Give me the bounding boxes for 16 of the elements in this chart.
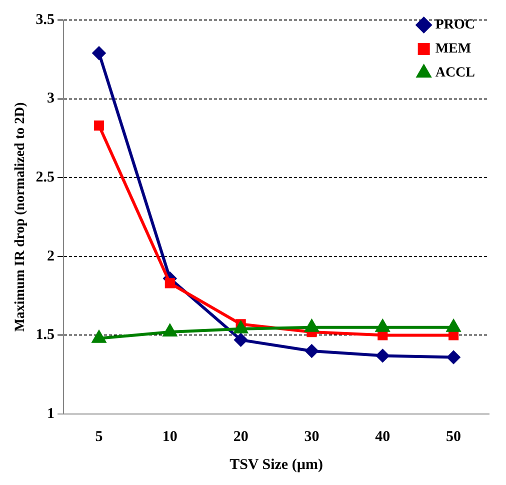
- y-tick-label: 3.5: [36, 12, 55, 28]
- y-axis-title: Maximum IR drop (normalized to 2D): [13, 102, 28, 332]
- x-tick-label: 50: [446, 428, 462, 445]
- y-tick-label: 2.5: [36, 169, 55, 186]
- legend-label: MEM: [435, 42, 472, 57]
- y-tick-label: 3: [47, 90, 55, 107]
- x-tick-label: 30: [304, 428, 320, 445]
- legend-label: ACCL: [435, 66, 476, 81]
- x-axis-title: TSV Size (µm): [230, 456, 323, 473]
- y-tick-label: 1.5: [36, 327, 55, 344]
- x-tick-label: 40: [375, 428, 390, 445]
- y-tick-label: 2: [47, 248, 55, 264]
- x-tick-label: 10: [162, 428, 178, 445]
- x-tick-label: 5: [95, 428, 103, 445]
- y-tick-label: 1: [47, 406, 55, 422]
- x-tick-label: 20: [233, 428, 248, 445]
